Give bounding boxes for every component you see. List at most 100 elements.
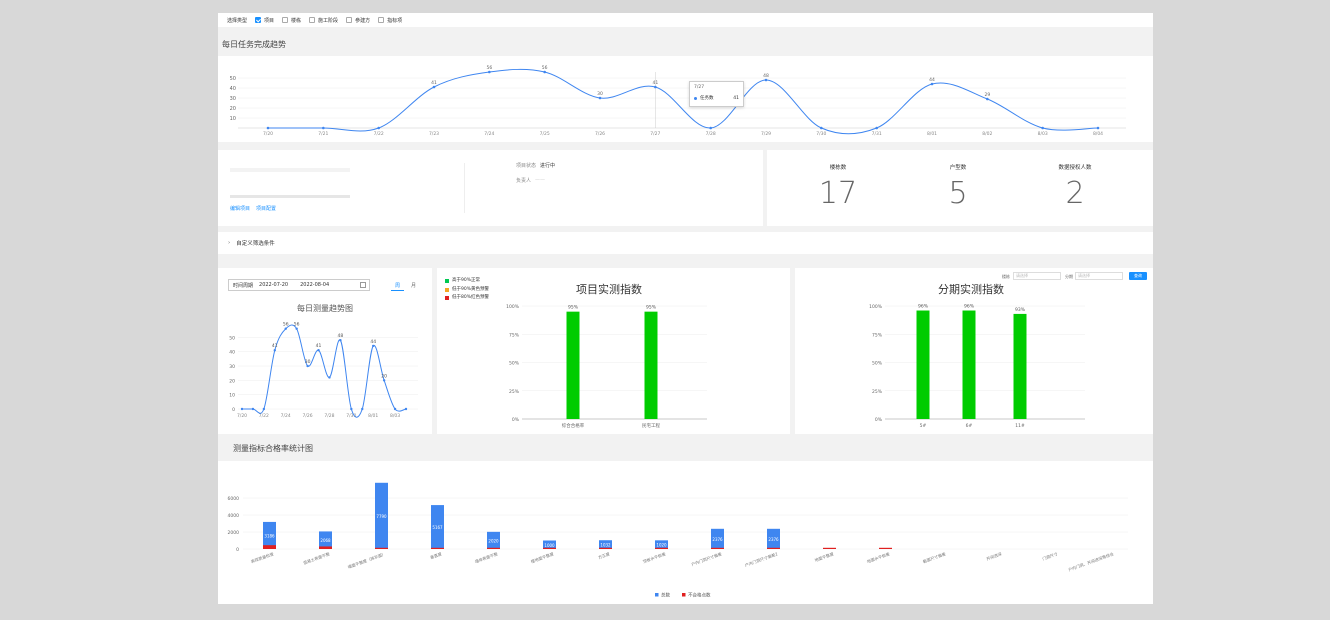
y-tick-label: 20 [229,378,235,384]
phase-index-chart[interactable]: 分期实测指数 0% 25% 50% 75% 100% 96% 5# 96% 6# 93% 11# [795,268,1153,434]
y-tick-label: 30 [229,364,235,370]
data-point [1096,126,1100,130]
legend-swatch-icon [445,287,449,292]
bar-label: 3186 [264,533,275,538]
chart-title: 每日测量趋势图 [297,303,353,313]
stat-value: 2 [1065,176,1085,211]
y-tick-label: 40 [229,350,235,356]
dashboard-page: 选择类型 项目 楼栋 施工阶段 参建方 指标项 每日任务完成趋势 10 20 30 4… [218,13,1153,604]
data-point [764,78,768,82]
x-tick-label: 7/30 [816,131,826,137]
end-date[interactable]: 2022-08-04 [300,282,330,288]
date-range-label: 时间周期 [233,282,254,289]
x-tick-label: 8/01 [927,131,937,137]
custom-filter-row[interactable]: › 自定义筛选条件 [218,232,1153,254]
legend-label: 不合格点数 [688,592,711,599]
x-tick-label: 8/01 [368,413,378,419]
data-label: 30 [597,91,603,97]
bar-total [319,531,332,549]
project-info-card: 编辑项目 项目配置 项目状态 进行中 负责人 —— [218,150,763,226]
start-date[interactable]: 2022-07-20 [259,282,289,288]
measure-trend-chart[interactable]: 每日测量趋势图 0 10 20 30 40 50 7/20 7/22 7/24 7/26 7/28 7/… [218,294,432,434]
bar-failed [487,547,500,549]
checkbox-icon[interactable] [255,17,262,23]
y-tick-label: 75% [872,332,883,338]
x-tick-label: 11# [1015,423,1025,429]
bar-failed [711,547,724,549]
checkbox-index[interactable]: 指标项 [378,17,402,24]
stat-value: 17 [818,176,858,211]
bar-failed [375,547,388,549]
bar-total [375,482,388,549]
date-range-picker[interactable]: 时间周期 2022-07-20 2022-08-04 [228,279,370,291]
checkbox-icon[interactable] [346,17,353,23]
divider [464,163,465,213]
data-point [488,70,491,74]
data-point [598,96,602,100]
data-label: 20 [381,373,387,379]
checkbox-building[interactable]: 楼栋 [282,17,301,24]
type-filter-label: 选择类型 [227,17,248,24]
stat-buildings: 楼栋数 17 [782,163,894,211]
checkbox-icon[interactable] [309,17,316,23]
x-tick-label: 7/24 [484,131,494,137]
checkbox-label: 项目 [264,17,275,24]
owner-label: 负责人 [516,178,532,184]
bar-label: 7790 [376,514,387,519]
bar [962,310,976,419]
x-tick-label: 地面水平极差 [866,550,891,564]
series-line [241,324,407,418]
owner-value: —— [535,177,546,183]
x-tick-label: 8/03 [1038,131,1048,137]
daily-task-chart[interactable]: 10 20 30 40 50 7/20 7/21 7/22 7/23 7/24 7/25 7/26 7/… [218,56,1153,142]
tooltip-value: 41 [733,95,739,101]
data-label: 44 [929,77,935,83]
x-tick-label: 7/24 [281,413,291,419]
chart-title: 项目实测指数 [576,282,642,296]
tooltip-date: 7/27 [694,85,705,90]
data-point [1041,126,1044,130]
project-index-card: 高于90%正常 低于90%黄色预警 低于80%红色预警 项目实测指数 0% 25% 5… [437,268,790,434]
project-config-link[interactable]: 项目配置 [256,206,277,212]
chevron-right-icon[interactable]: › [228,240,231,246]
stat-label: 楼栋数 [829,165,847,171]
data-point [432,85,436,89]
checkbox-project[interactable]: 项目 [255,17,274,24]
stat-value: 5 [948,176,968,211]
building-select[interactable]: 请选择 [1013,272,1061,280]
legend-label: 低于80%红色预警 [452,295,490,300]
y-tick-label: 0 [236,547,239,553]
bar-label: 2068 [320,538,331,543]
data-label: 41 [431,80,437,86]
x-tick-label: 7/26 [595,131,605,137]
x-tick-label: 7/22 [374,131,384,137]
x-tick-label: 7/21 [318,131,328,137]
checkbox-party[interactable]: 参建方 [346,17,370,24]
project-index-chart[interactable]: 项目实测指数 0% 25% 50% 75% 100% 95% 综合合格率 95% 民宅工程 [437,268,790,434]
edit-project-link[interactable]: 编辑项目 [230,206,251,212]
phase-select[interactable]: 请选择 [1075,272,1123,280]
bar-total [263,521,276,549]
bar-total [543,540,556,549]
query-button[interactable]: 查询 [1129,272,1147,280]
bar-total [767,528,780,549]
x-tick-label: 7/28 [706,131,716,137]
data-label: 56 [486,65,492,71]
custom-filter-label[interactable]: 自定义筛选条件 [236,241,275,247]
toggle-month[interactable]: 月 [411,283,417,289]
data-point [404,407,408,411]
checkbox-icon[interactable] [282,17,289,23]
y-tick-label: 20 [230,106,236,112]
pass-rate-chart[interactable]: 0 2000 4000 6000 3186 表观质量检查 2068 混凝土表面平整 7790 墙面… [218,461,1153,604]
x-tick-label: 7/22 [259,413,269,419]
calendar-icon[interactable] [360,282,366,288]
checkbox-icon[interactable] [378,17,385,23]
legend-label: 总数 [661,592,670,599]
bar-total [431,505,444,549]
toggle-week[interactable]: 周 [391,282,405,291]
checkbox-stage[interactable]: 施工阶段 [309,17,338,24]
data-point [393,407,397,411]
data-point [273,349,276,352]
bar-failed [823,547,836,549]
data-point [284,327,287,330]
